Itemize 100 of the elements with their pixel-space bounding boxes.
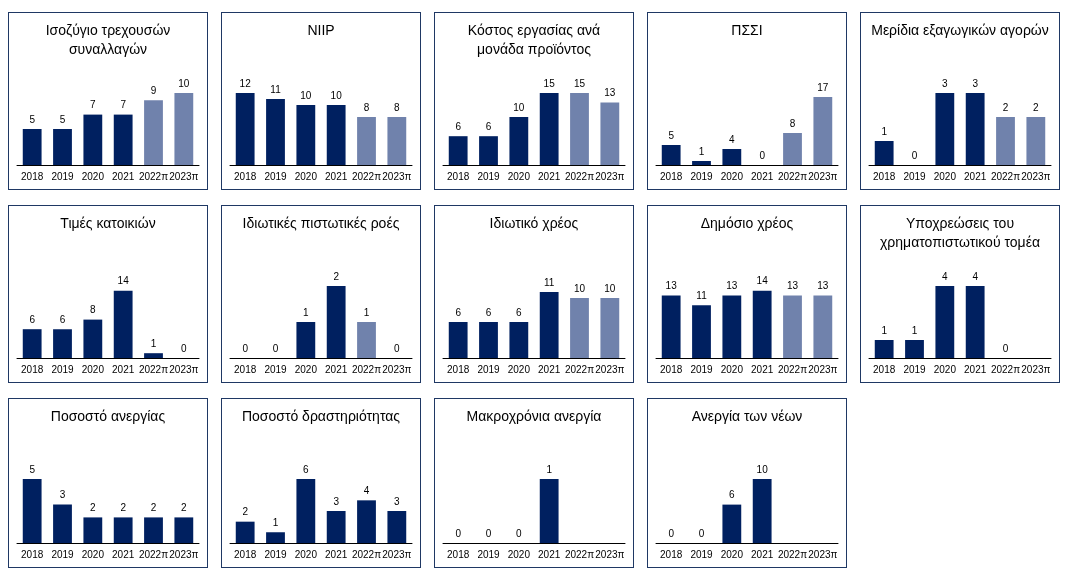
chart-title: Ποσοστό δραστηριότητας xyxy=(240,407,402,426)
chart-title: Υποχρεώσεις του χρηματοπιστωτικού τομέα xyxy=(879,214,1041,252)
data-label: 1 xyxy=(881,324,888,336)
bar xyxy=(783,133,802,165)
data-label: 4 xyxy=(363,484,370,496)
data-label: 6 xyxy=(516,306,523,318)
bar xyxy=(600,102,620,165)
x-tick-label: 2019 xyxy=(264,170,288,182)
x-tick-label: 2022π xyxy=(990,170,1021,182)
data-label: 6 xyxy=(485,120,492,132)
data-label: 13 xyxy=(726,280,738,292)
data-label: 3 xyxy=(972,77,979,89)
data-label: 6 xyxy=(729,489,736,501)
bar xyxy=(296,479,316,543)
bar xyxy=(357,500,376,543)
x-tick-label: 2023π xyxy=(169,548,199,560)
data-label: 11 xyxy=(543,276,555,288)
bar xyxy=(387,117,407,165)
data-label: 6 xyxy=(455,306,462,318)
x-tick-label: 2019 xyxy=(477,363,501,375)
x-tick-label: 2022π xyxy=(138,363,169,375)
data-label: 13 xyxy=(604,87,616,99)
data-label: 5 xyxy=(29,113,36,125)
bar xyxy=(266,99,285,165)
x-tick-label: 2020 xyxy=(81,363,105,375)
bar xyxy=(22,129,42,165)
x-tick-label: 2021 xyxy=(538,363,561,375)
x-tick-label: 2023π xyxy=(169,363,199,375)
bar xyxy=(83,114,103,165)
data-label: 5 xyxy=(59,113,66,125)
x-tick-label: 2021 xyxy=(325,170,348,182)
data-label: 6 xyxy=(485,306,492,318)
data-label: 14 xyxy=(756,275,769,287)
data-label: 0 xyxy=(668,527,675,539)
data-label: 2 xyxy=(1002,101,1009,113)
bar xyxy=(296,105,316,165)
x-tick-label: 2019 xyxy=(690,363,714,375)
data-label: 4 xyxy=(972,270,979,282)
data-label: 4 xyxy=(729,133,736,145)
x-tick-label: 2021 xyxy=(325,363,348,375)
x-tick-label: 2020 xyxy=(294,170,318,182)
x-tick-label: 2019 xyxy=(690,548,714,560)
chart-title: Κόστος εργασίας ανά μονάδα προϊόντος xyxy=(466,21,602,59)
data-label: 15 xyxy=(543,77,556,89)
x-tick-label: 2019 xyxy=(51,548,75,560)
x-tick-label: 2022π xyxy=(351,548,382,560)
bar xyxy=(144,100,163,165)
x-tick-label: 2022π xyxy=(777,170,808,182)
bar xyxy=(692,161,711,165)
data-label: 17 xyxy=(817,81,829,93)
x-tick-label: 2023π xyxy=(382,363,412,375)
data-label: 0 xyxy=(272,342,279,354)
x-tick-label: 2018 xyxy=(234,170,257,182)
x-tick-label: 2023π xyxy=(808,548,838,560)
chart-title: Δημόσιο χρέος xyxy=(699,214,795,233)
x-tick-label: 2020 xyxy=(933,170,957,182)
data-label: 12 xyxy=(239,77,252,89)
x-tick-label: 2021 xyxy=(751,548,774,560)
x-tick-label: 2023π xyxy=(169,170,199,182)
bar xyxy=(539,93,559,165)
bar xyxy=(113,290,133,358)
x-tick-label: 2018 xyxy=(447,548,470,560)
bar xyxy=(509,117,529,165)
data-label: 7 xyxy=(90,99,97,111)
x-tick-label: 2023π xyxy=(808,363,838,375)
x-tick-label: 2022π xyxy=(138,548,169,560)
x-tick-label: 2019 xyxy=(477,170,501,182)
data-label: 3 xyxy=(59,489,66,501)
x-tick-label: 2022π xyxy=(351,170,382,182)
x-tick-label: 2021 xyxy=(325,548,348,560)
x-tick-label: 2022π xyxy=(351,363,382,375)
x-tick-label: 2018 xyxy=(660,170,683,182)
x-tick-label: 2019 xyxy=(264,363,288,375)
data-label: 10 xyxy=(300,89,312,101)
data-label: 5 xyxy=(668,129,675,141)
x-tick-label: 2019 xyxy=(51,363,75,375)
chart-title: Ποσοστό ανεργίας xyxy=(49,407,167,426)
data-label: 1 xyxy=(303,306,310,318)
data-label: 2 xyxy=(1033,101,1040,113)
x-tick-label: 2023π xyxy=(595,548,625,560)
data-label: 8 xyxy=(394,101,401,113)
bar xyxy=(53,329,72,358)
data-label: 3 xyxy=(942,77,949,89)
bar xyxy=(83,319,103,358)
chart-title: Ιδιωτικό χρέος xyxy=(488,214,580,233)
x-tick-label: 2019 xyxy=(51,170,75,182)
x-tick-label: 2021 xyxy=(964,363,987,375)
data-label: 6 xyxy=(303,463,310,475)
bar xyxy=(144,353,163,358)
data-label: 0 xyxy=(759,149,766,161)
x-tick-label: 2020 xyxy=(933,363,957,375)
data-label: 0 xyxy=(394,342,401,354)
data-label: 1 xyxy=(546,463,553,475)
chart-title: Ιδιωτικές πιστωτικές ροές xyxy=(241,214,401,233)
x-tick-label: 2018 xyxy=(21,170,44,182)
data-label: 11 xyxy=(270,83,282,95)
data-label: 13 xyxy=(817,280,829,292)
x-tick-label: 2018 xyxy=(21,548,44,560)
data-label: 1 xyxy=(911,324,918,336)
x-tick-label: 2020 xyxy=(507,170,531,182)
